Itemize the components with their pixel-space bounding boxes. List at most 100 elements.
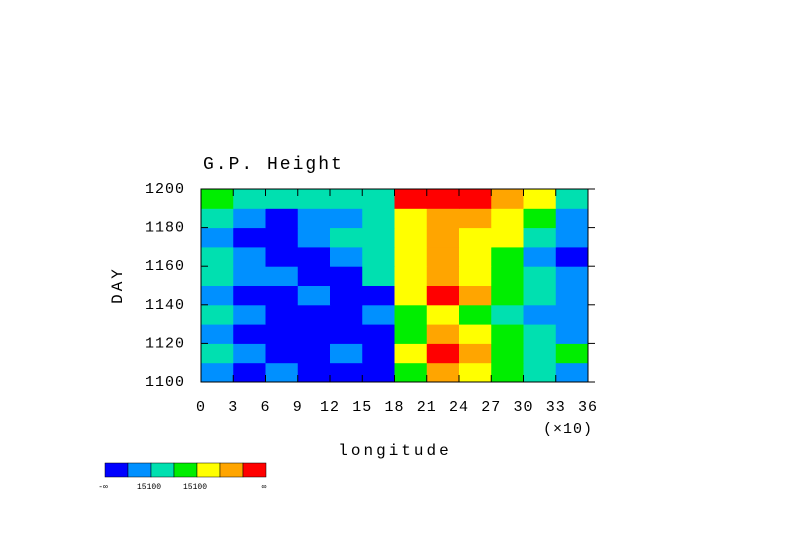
x-tick-label: 36 (578, 399, 598, 416)
contour-cell (233, 343, 266, 364)
colorbar-box (104, 462, 129, 478)
contour-cell (491, 227, 524, 248)
contour-cell (265, 189, 299, 209)
contour-cell (523, 189, 557, 209)
contour-cell (265, 227, 299, 248)
contour-cell (394, 343, 428, 364)
contour-cell (362, 208, 395, 229)
contour-cell (555, 343, 589, 364)
contour-cell (459, 304, 492, 325)
x-tick-label: 18 (384, 399, 404, 416)
contour-cell (491, 343, 524, 364)
contour-cell (459, 362, 492, 383)
contour-cell (265, 343, 299, 364)
contour-cell (426, 304, 460, 325)
colorbar-box (242, 462, 267, 478)
contour-cell (555, 285, 589, 306)
x-tick-label: 3 (228, 399, 238, 416)
contour-cell (459, 285, 492, 306)
contour-cell (394, 246, 428, 267)
x-tick-label: 30 (513, 399, 533, 416)
contour-cell (394, 189, 428, 209)
contour-cell (201, 208, 234, 229)
y-tick-label: 1100 (145, 374, 185, 391)
contour-cell (233, 208, 266, 229)
x-axis-label: longitude (338, 442, 451, 460)
y-tick-label: 1160 (145, 258, 185, 275)
contour-cell (297, 324, 331, 344)
contour-cell (491, 362, 524, 383)
contour-cell (523, 208, 557, 229)
contour-cell (555, 324, 589, 344)
contour-cell (233, 246, 266, 267)
x-tick-label: 21 (417, 399, 437, 416)
contour-cell (459, 227, 492, 248)
contour-cell (297, 266, 331, 286)
contour-cell (426, 266, 460, 286)
contour-cell (394, 324, 428, 344)
contour-cell (362, 246, 395, 267)
contour-cell (362, 227, 395, 248)
contour-cell (394, 266, 428, 286)
x-tick-label: 6 (260, 399, 270, 416)
contour-cell (362, 343, 395, 364)
colorbar-box (150, 462, 175, 478)
x-tick-label: 9 (293, 399, 303, 416)
contour-cell (330, 208, 363, 229)
contour-cell (555, 304, 589, 325)
contour-cell (233, 189, 266, 209)
contour-cell (297, 227, 331, 248)
contour-cell (491, 285, 524, 306)
x-tick-label: 33 (546, 399, 566, 416)
x-scale-label: (×10) (543, 421, 593, 438)
contour-cell (330, 227, 363, 248)
contour-cell (426, 208, 460, 229)
y-tick-label: 1200 (145, 181, 185, 198)
contour-cell (265, 362, 299, 383)
contour-cell (233, 362, 266, 383)
y-tick-label: 1140 (145, 297, 185, 314)
contour-cell (201, 304, 234, 325)
colorbar-box (219, 462, 244, 478)
contour-cell (201, 343, 234, 364)
contour-cell (523, 285, 557, 306)
colorbar-label: 15100 (183, 483, 207, 492)
contour-cell (265, 285, 299, 306)
contour-cell (459, 324, 492, 344)
contour-cell (523, 362, 557, 383)
contour-cell (330, 285, 363, 306)
contour-cell (297, 208, 331, 229)
contour-cell (426, 227, 460, 248)
x-tick-label: 24 (449, 399, 469, 416)
contour-cell (491, 208, 524, 229)
contour-cell (555, 266, 589, 286)
contour-cell (265, 266, 299, 286)
contour-cell (297, 362, 331, 383)
x-tick-label: 0 (196, 399, 206, 416)
contour-cell (362, 285, 395, 306)
contour-cell (426, 246, 460, 267)
contour-cell (330, 324, 363, 344)
contour-cell (265, 324, 299, 344)
contour-cell (330, 266, 363, 286)
contour-cell (426, 362, 460, 383)
contour-cell (555, 208, 589, 229)
contour-cell (394, 227, 428, 248)
contour-cell (394, 285, 428, 306)
contour-cell (297, 285, 331, 306)
contour-cell (426, 285, 460, 306)
contour-cell (362, 324, 395, 344)
contour-cell (523, 266, 557, 286)
contour-cell (459, 343, 492, 364)
contour-cell (330, 362, 363, 383)
contour-cell (330, 343, 363, 364)
contour-cell (201, 362, 234, 383)
contour-cell (201, 246, 234, 267)
x-tick-label: 27 (481, 399, 501, 416)
contour-cell (362, 362, 395, 383)
chart-title: G.P. Height (203, 155, 344, 175)
contour-cell (459, 246, 492, 267)
contour-cell (555, 189, 589, 209)
contour-cell (201, 227, 234, 248)
